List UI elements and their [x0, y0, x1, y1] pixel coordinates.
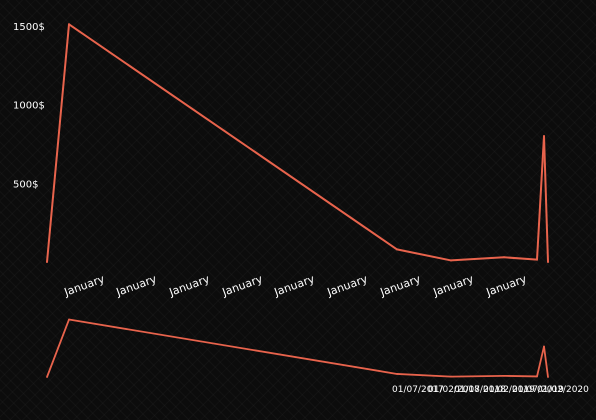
x-tick-label: January	[272, 272, 317, 299]
main-line-segment	[504, 257, 537, 259]
y-tick-label: 1000$	[13, 101, 45, 112]
main-line-segment	[544, 136, 548, 262]
x-axis-ticks: January January January January January Janua…	[62, 272, 529, 299]
y-tick-label: 500$	[13, 179, 38, 190]
x-tick-label: January	[167, 272, 212, 299]
main-line-segment	[69, 24, 397, 249]
x-tick-label: January	[62, 272, 107, 299]
x-tick-label: January	[431, 272, 476, 299]
main-line-segment	[537, 136, 544, 260]
x-tick-label: January	[220, 272, 265, 299]
navigator-line-segment	[47, 320, 69, 377]
navigator-line-segment	[544, 347, 548, 377]
navigator-plot[interactable]: 01/07/201701/02/201801/07/201801/02/2019…	[47, 320, 589, 395]
navigator-x-axis-ticks: 01/07/201701/02/201801/07/201801/02/2019…	[392, 385, 589, 395]
main-line-segment	[451, 257, 504, 260]
y-tick-label: 1500$	[13, 22, 45, 33]
x-tick-label: January	[484, 272, 529, 299]
navigator-line-segment	[397, 374, 451, 377]
main-line-segment	[397, 249, 451, 260]
x-tick-label: January	[378, 272, 423, 299]
navigator-line-segment	[537, 347, 544, 377]
navigator-series-lines	[47, 320, 548, 377]
main-plot: 500$1000$1500$ January January January Janu…	[13, 22, 548, 299]
main-line-segment	[47, 24, 69, 262]
y-axis-ticks: 500$ 1000$ 1500$	[13, 22, 45, 190]
navigator-tick-label: 01/02/2020	[537, 385, 589, 395]
navigator-line-segment	[451, 376, 504, 377]
x-tick-label: January	[325, 272, 370, 299]
series-lines	[47, 24, 548, 262]
navigator-line-segment	[504, 376, 537, 377]
navigator-line-segment	[69, 320, 397, 374]
x-tick-label: January	[114, 272, 159, 299]
